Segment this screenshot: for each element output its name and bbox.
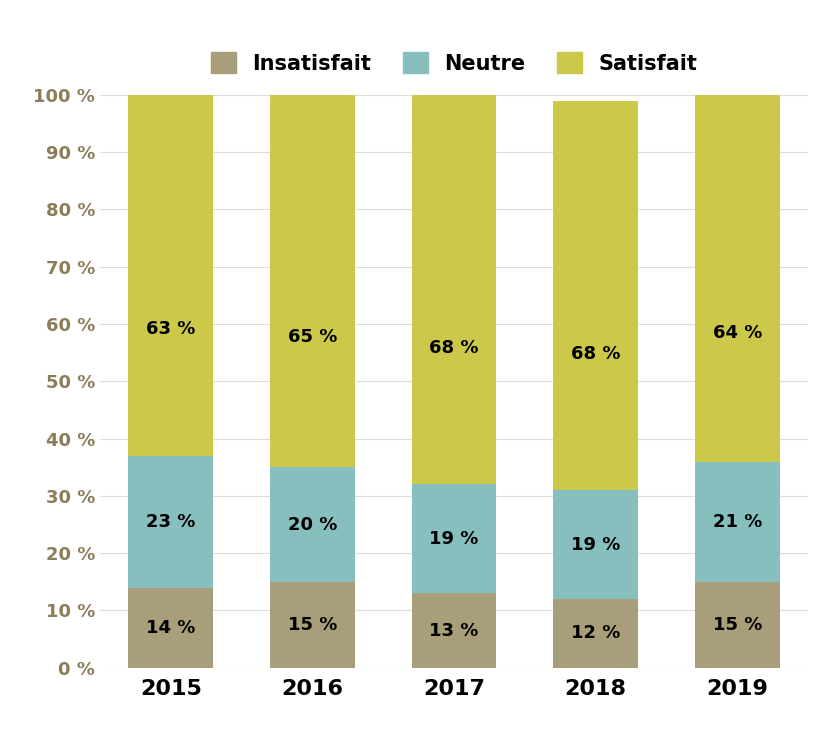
Text: 68 %: 68 %	[571, 345, 621, 363]
Bar	[128, 588, 213, 668]
Text: 19 %: 19 %	[571, 536, 621, 554]
Text: 68 %: 68 %	[429, 339, 479, 357]
Legend: Insatisfait, Neutre, Satisfait: Insatisfait, Neutre, Satisfait	[201, 42, 707, 84]
Bar	[270, 582, 355, 668]
Bar	[270, 467, 355, 582]
Bar	[128, 95, 213, 456]
Bar	[695, 95, 780, 462]
Bar	[695, 462, 780, 582]
Bar	[412, 485, 496, 594]
Text: 63 %: 63 %	[146, 321, 196, 338]
Bar	[412, 594, 496, 668]
Bar	[270, 95, 355, 467]
Bar	[412, 95, 496, 485]
Text: 23 %: 23 %	[146, 513, 196, 531]
Text: 14 %: 14 %	[146, 619, 196, 637]
Bar	[128, 456, 213, 588]
Text: 12 %: 12 %	[571, 625, 621, 643]
Text: 15 %: 15 %	[287, 616, 337, 634]
Bar	[553, 599, 638, 668]
Text: 65 %: 65 %	[287, 328, 337, 346]
Bar	[553, 100, 638, 490]
Bar	[695, 582, 780, 668]
Text: 64 %: 64 %	[712, 324, 762, 342]
Text: 21 %: 21 %	[712, 513, 762, 531]
Bar	[553, 490, 638, 599]
Text: 13 %: 13 %	[429, 622, 479, 640]
Text: 15 %: 15 %	[712, 616, 762, 634]
Text: 20 %: 20 %	[287, 516, 337, 533]
Text: 19 %: 19 %	[429, 530, 479, 548]
